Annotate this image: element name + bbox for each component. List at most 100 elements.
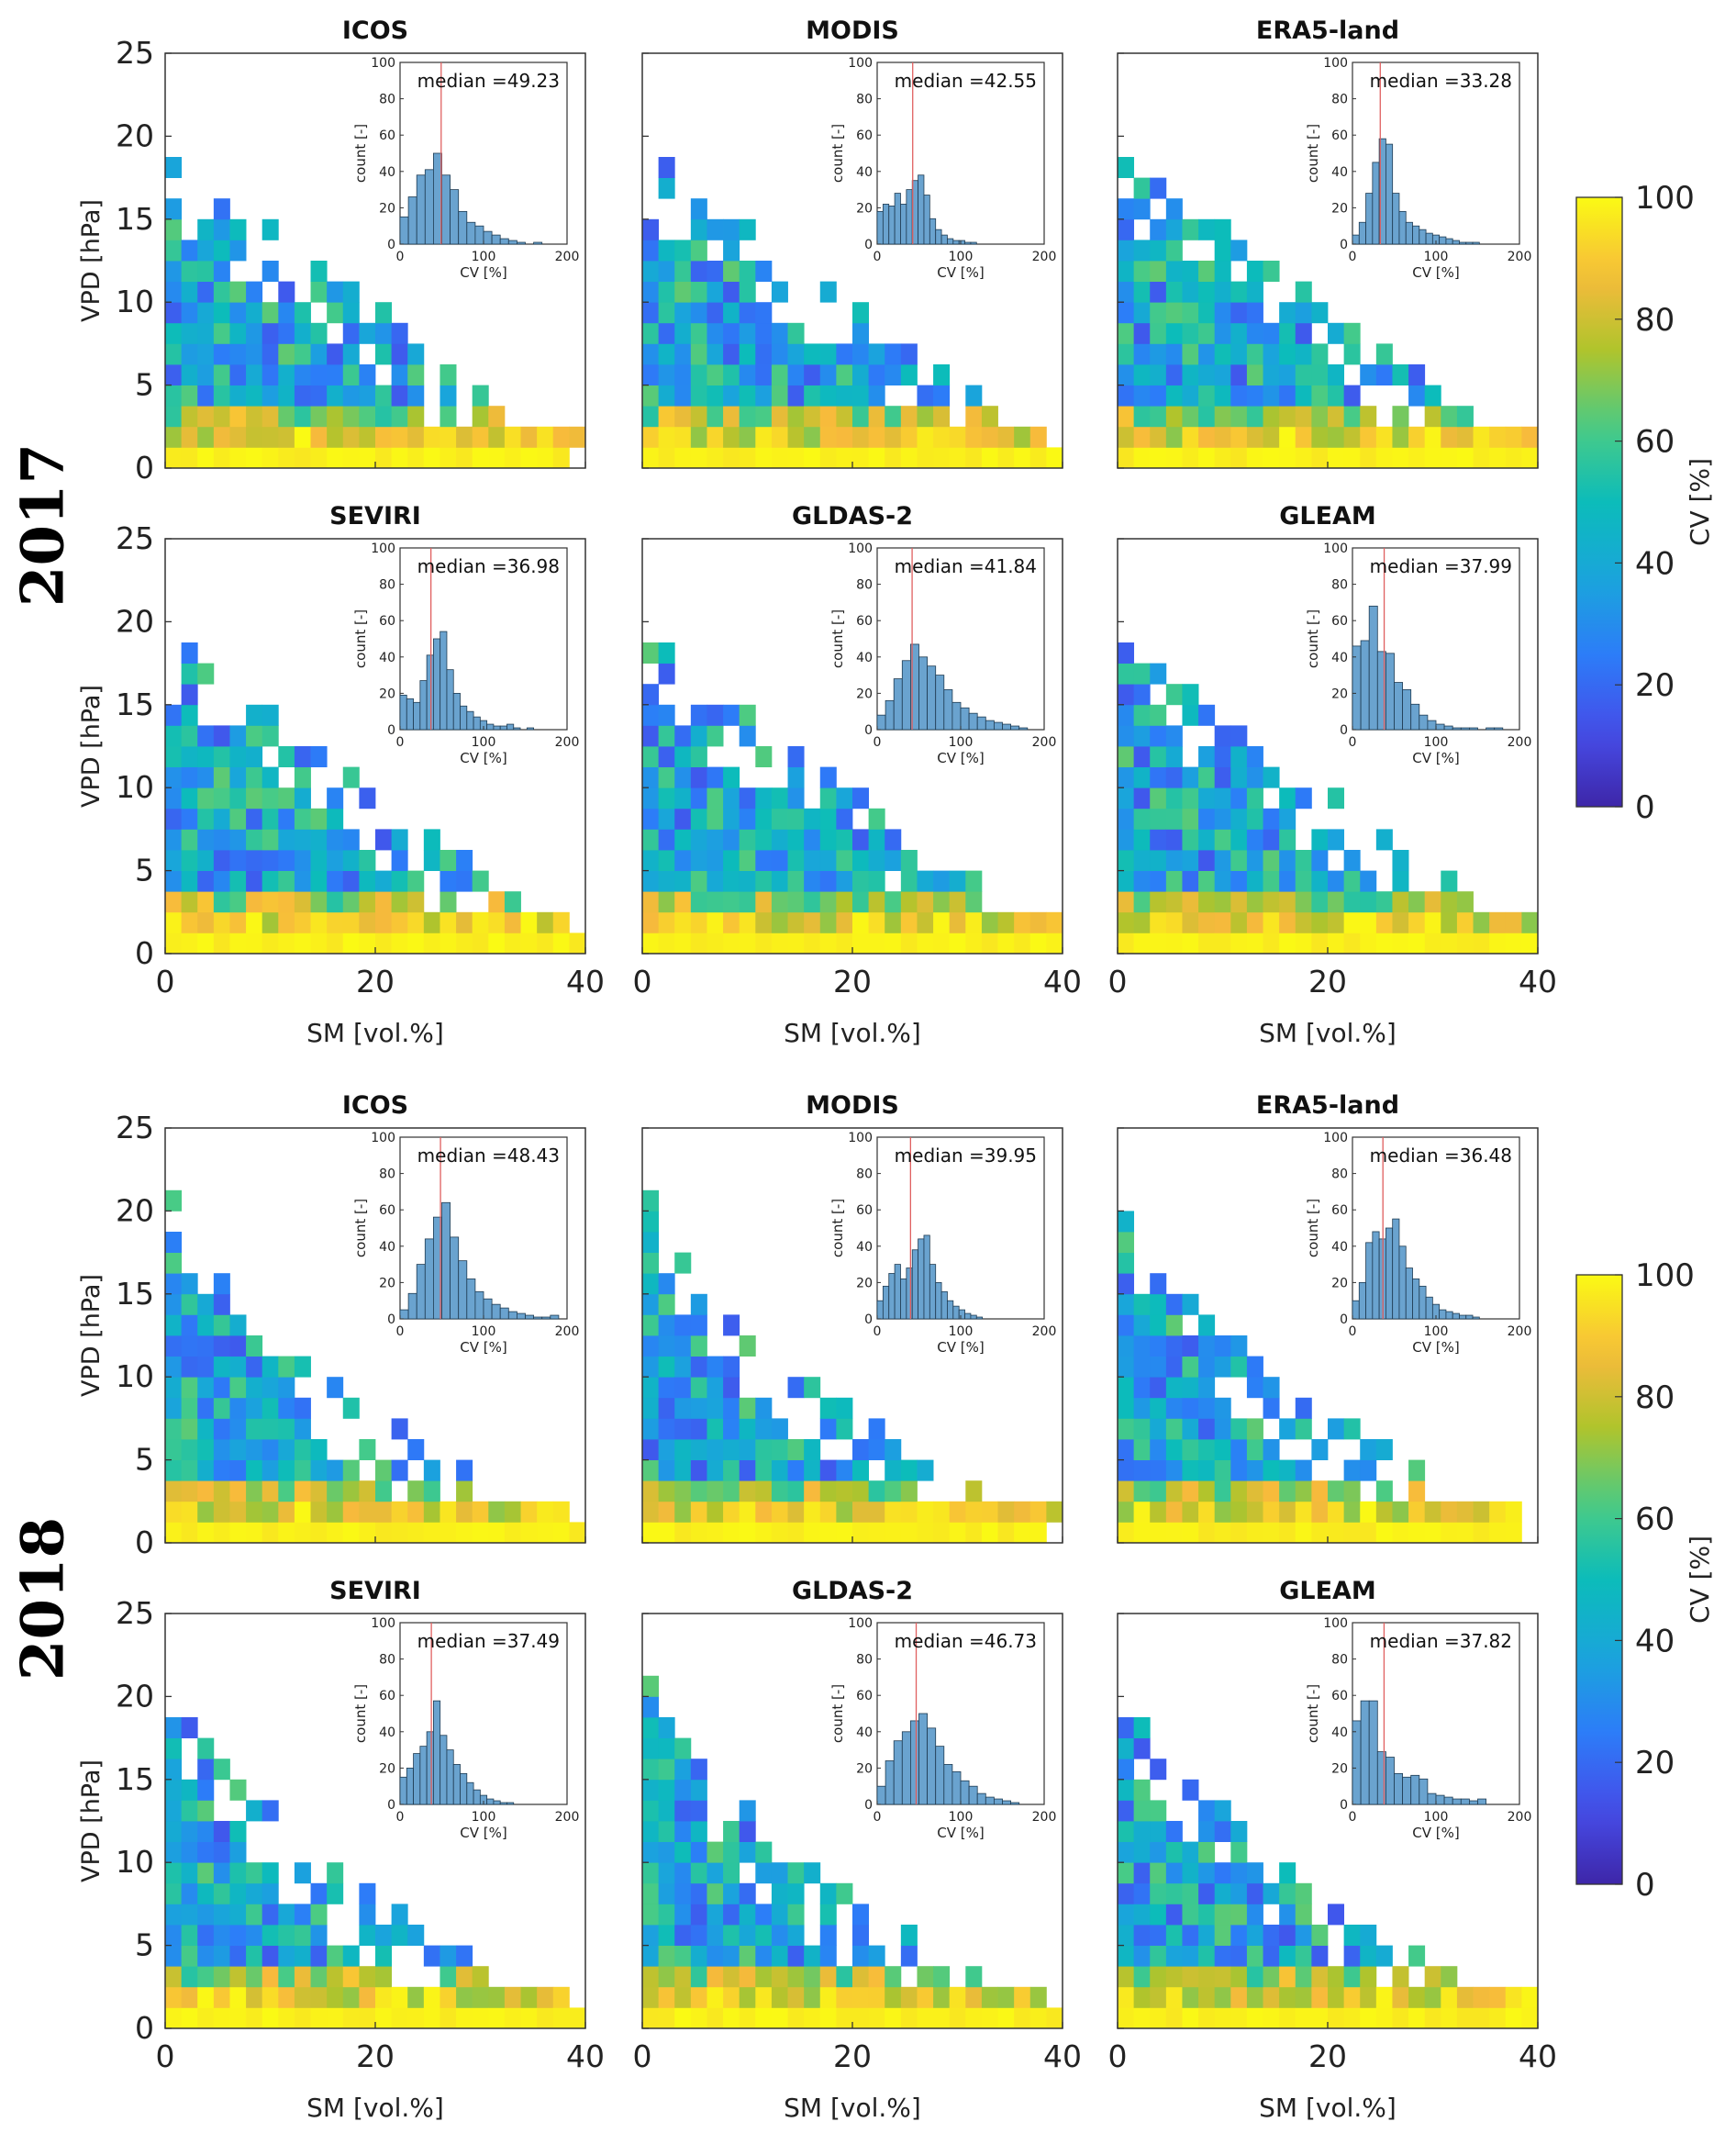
heatmap-cell xyxy=(165,322,183,344)
heatmap-cell xyxy=(642,1232,660,1253)
heatmap-cell xyxy=(165,1779,183,1801)
heatmap-cell xyxy=(1198,322,1216,344)
heatmap-cell xyxy=(707,281,724,303)
heatmap-cell xyxy=(949,1501,966,1523)
inset-y-tick-label: 60 xyxy=(1331,128,1348,143)
heatmap-cell xyxy=(1279,932,1296,955)
heatmap-cell xyxy=(690,1459,707,1481)
heatmap-cell xyxy=(819,829,837,851)
heatmap-cell xyxy=(1182,385,1199,407)
inset-x-tick-label: 0 xyxy=(874,1810,882,1825)
heatmap-cell xyxy=(1198,1439,1216,1460)
heatmap-cell xyxy=(1456,932,1474,955)
heatmap-cell xyxy=(213,725,230,747)
heatmap-cell xyxy=(674,1841,692,1863)
histogram-bar xyxy=(458,1260,468,1320)
heatmap-cell xyxy=(1214,302,1231,324)
heatmap-cell xyxy=(1165,322,1183,344)
heatmap-cell xyxy=(1198,1925,1216,1946)
heatmap-cell xyxy=(739,1459,756,1481)
heatmap-cell xyxy=(1198,1800,1216,1822)
histogram-bar xyxy=(943,1764,953,1805)
heatmap-cell xyxy=(723,911,740,933)
heatmap-cell xyxy=(278,1966,295,1988)
heatmap-cell xyxy=(723,808,740,830)
heatmap-cell xyxy=(310,1522,328,1544)
colorbar-tick-label: 60 xyxy=(1635,424,1675,461)
heatmap-cell xyxy=(642,1480,660,1502)
heatmap-cell xyxy=(1150,406,1167,428)
heatmap-cell xyxy=(1133,1377,1151,1399)
inset-x-tick-label: 100 xyxy=(949,735,974,750)
heatmap-cell xyxy=(1182,891,1199,913)
heatmap-cell xyxy=(933,891,951,913)
heatmap-cell xyxy=(674,1737,692,1759)
heatmap-cell xyxy=(707,1418,724,1440)
heatmap-cell xyxy=(310,343,328,365)
heatmap-cell xyxy=(658,932,675,955)
heatmap-cell xyxy=(1473,447,1490,469)
heatmap-cell xyxy=(1214,725,1231,747)
heatmap-cell xyxy=(504,891,521,913)
heatmap-cell xyxy=(1408,426,1426,448)
heatmap-cell xyxy=(278,1501,295,1523)
histogram-bar xyxy=(1459,1314,1467,1320)
heatmap-cell xyxy=(642,364,660,385)
heatmap-cell xyxy=(739,808,756,830)
heatmap-cell xyxy=(262,1862,279,1884)
heatmap-cell xyxy=(707,261,724,282)
heatmap-cell xyxy=(1263,1966,1280,1988)
heatmap-cell xyxy=(1521,2007,1539,2029)
heatmap-cell xyxy=(690,406,707,428)
heatmap-cell xyxy=(294,1356,311,1378)
heatmap-cell xyxy=(900,426,918,448)
heatmap-cell xyxy=(294,766,311,788)
heatmap-cell xyxy=(197,1821,215,1842)
heatmap-cell xyxy=(1279,364,1296,385)
inset-y-tick-label: 40 xyxy=(379,651,395,665)
heatmap-cell xyxy=(1133,1841,1151,1863)
panel-title: SEVIRI xyxy=(329,1577,421,1605)
heatmap-cell xyxy=(642,1986,660,2008)
year-label-2018: 2018 xyxy=(9,1517,78,1681)
histogram-bar xyxy=(424,169,434,245)
heatmap-cell xyxy=(1198,426,1216,448)
heatmap-cell xyxy=(1150,1945,1167,1967)
heatmap-cell xyxy=(278,911,295,933)
heatmap-cell xyxy=(852,932,870,955)
heatmap-cell xyxy=(885,850,902,871)
histogram-bar xyxy=(432,638,441,731)
heatmap-cell xyxy=(819,1882,837,1904)
heatmap-cell xyxy=(1295,1501,1312,1523)
heatmap-cell xyxy=(804,426,821,448)
heatmap-cell xyxy=(294,808,311,830)
heatmap-cell xyxy=(1343,447,1361,469)
inset-x-tick-label: 200 xyxy=(1508,735,1532,750)
heatmap-cell xyxy=(997,1986,1015,2008)
heatmap-cell xyxy=(690,240,707,262)
heatmap-cell xyxy=(197,850,215,871)
heatmap-cell xyxy=(1182,1356,1199,1378)
heatmap-cell xyxy=(690,1418,707,1440)
heatmap-cell xyxy=(1279,1862,1296,1884)
heatmap-cell xyxy=(949,1986,966,2008)
x-tick-label: 0 xyxy=(633,964,652,999)
heatmap-cell xyxy=(787,1904,805,1926)
heatmap-cell xyxy=(1165,850,1183,871)
heatmap-cell xyxy=(1521,1986,1539,2008)
heatmap-cell xyxy=(229,891,247,913)
heatmap-cell xyxy=(440,870,457,892)
heatmap-cell xyxy=(739,1335,756,1357)
heatmap-cell xyxy=(391,343,408,365)
heatmap-cell xyxy=(246,704,263,726)
heatmap-cell xyxy=(391,1904,408,1926)
heatmap-cell xyxy=(1133,261,1151,282)
heatmap-cell xyxy=(197,240,215,262)
heatmap-cell xyxy=(504,447,521,469)
heatmap-cell xyxy=(1230,1882,1248,1904)
heatmap-cell xyxy=(342,1501,360,1523)
histogram-bar xyxy=(918,174,925,245)
heatmap-cell xyxy=(1133,829,1151,851)
heatmap-cell xyxy=(1408,1501,1426,1523)
